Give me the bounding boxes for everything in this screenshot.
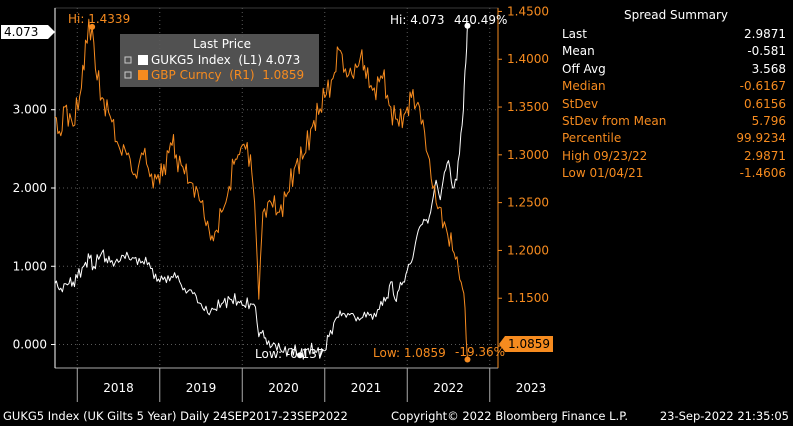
- footer-security: GUKG5 Index (UK Gilts 5 Year) Daily 24SE…: [3, 409, 348, 423]
- summary-value: -0.6167: [739, 79, 786, 94]
- summary-label: High 09/23/22: [562, 148, 648, 163]
- right-last-value-badge: 1.0859: [499, 336, 553, 352]
- right-tick-label: 1.2500: [507, 196, 549, 210]
- summary-row: High 09/23/22 2.9871: [556, 148, 790, 165]
- right-badge-value: 1.0859: [508, 337, 550, 351]
- gukg5-hi-label: Hi: 4.073: [390, 13, 445, 27]
- gukg5-high-marker: [464, 22, 471, 29]
- left-axis: 0.000 1.000 2.000 3.000: [13, 8, 56, 368]
- legend-swatch: [138, 70, 148, 80]
- left-badge-shape: [1, 25, 55, 39]
- summary-value: -0.581: [747, 44, 786, 59]
- spread-summary-title: Spread Summary: [623, 8, 729, 22]
- series-line-gukg5: [54, 25, 468, 360]
- gbp-hi-label: Hi: 1.4339: [68, 12, 130, 26]
- x-tick-label: 2019: [186, 381, 217, 395]
- summary-row: Mean -0.581: [556, 43, 790, 60]
- gukg5-low-label: Low: -0.137: [255, 347, 325, 361]
- summary-row: Off Avg 3.568: [556, 61, 790, 78]
- series-lines: [54, 18, 468, 360]
- right-tick-label: 1.3000: [507, 148, 549, 162]
- spread-summary-panel: Spread Summary Last 2.9871 Mean -0.581 Off A…: [556, 8, 790, 183]
- right-badge-shape: [499, 336, 553, 352]
- summary-label: Median: [562, 79, 606, 94]
- gukg5-low-marker: [297, 352, 304, 359]
- legend-item-label: GUKG5 Index (L1) 4.073: [151, 53, 300, 67]
- chart: 2018 2019 2020 2021 2022 2023 0.000 1.000 2.000…: [1, 4, 553, 402]
- summary-label: Mean: [562, 44, 595, 59]
- left-tick-label: 0.000: [13, 338, 47, 352]
- summary-label: StDev: [562, 96, 599, 111]
- x-tick-label: 2018: [103, 381, 134, 395]
- footer-timestamp: 23-Sep-2022 21:35:05: [659, 409, 789, 423]
- footer-copyright: Copyright© 2022 Bloomberg Finance L.P.: [391, 409, 628, 423]
- right-axis: 1.10001.15001.20001.25001.30001.35001.40…: [497, 4, 549, 368]
- legend-swatch: [138, 55, 148, 65]
- legend-title: Last Price: [193, 37, 251, 51]
- summary-row: Low 01/04/21 -1.4606: [556, 165, 790, 182]
- right-tick-label: 1.4500: [507, 4, 549, 18]
- right-tick-label: 1.1500: [507, 291, 549, 305]
- summary-label: StDev from Mean: [562, 113, 667, 128]
- gbp-change-label: -19.36%: [455, 345, 505, 359]
- summary-row: Percentile 99.9234: [556, 130, 790, 147]
- summary-label: Off Avg: [562, 61, 606, 76]
- x-tick-label: 2020: [268, 381, 299, 395]
- gbp-high-marker: [89, 23, 96, 30]
- x-tick-label: 2021: [351, 381, 382, 395]
- summary-label: Percentile: [562, 131, 622, 146]
- left-badge-value: 4.073: [4, 25, 38, 39]
- gukg5-change-label: 440.49%: [454, 13, 507, 27]
- x-tick-label: 2022: [433, 381, 464, 395]
- annotations: Hi: 1.4339 Hi: 4.073 440.49% Low: -0.137 Low…: [1, 12, 553, 363]
- left-last-value-badge: 4.073: [1, 25, 55, 39]
- spread-summary-rows: Last 2.9871 Mean -0.581 Off Avg 3.568 Median -0…: [556, 26, 790, 183]
- expand-icon: [124, 71, 132, 79]
- left-tick-label: 3.000: [13, 103, 47, 117]
- legend-item-label: GBP Curncy (R1) 1.0859: [151, 68, 304, 82]
- summary-row: StDev 0.6156: [556, 96, 790, 113]
- right-tick-label: 1.4000: [507, 52, 549, 66]
- summary-row: Median -0.6167: [556, 78, 790, 95]
- legend-box: [120, 34, 319, 87]
- summary-label: Last: [562, 27, 587, 41]
- left-tick-label: 1.000: [13, 259, 47, 273]
- summary-value: 3.568: [751, 61, 786, 76]
- right-tick-label: 1.2000: [507, 243, 549, 257]
- series-line-gbp: [54, 18, 468, 360]
- summary-row: StDev from Mean 5.796: [556, 113, 790, 130]
- gbp-low-marker: [464, 356, 471, 363]
- summary-value: 2.9871: [744, 27, 786, 41]
- summary-value: -1.4606: [739, 166, 786, 181]
- gbp-low-label: Low: 1.0859: [373, 346, 446, 360]
- x-tick-label: 2023: [516, 381, 547, 395]
- summary-value: 2.9871: [744, 148, 786, 163]
- footer: GUKG5 Index (UK Gilts 5 Year) Daily 24SE…: [0, 406, 793, 426]
- summary-label: Low 01/04/21: [562, 166, 644, 181]
- x-axis: 2018 2019 2020 2021 2022 2023: [76, 368, 547, 402]
- expand-icon: [124, 56, 132, 64]
- summary-value: 5.796: [751, 113, 786, 128]
- summary-value: 99.9234: [736, 131, 786, 146]
- summary-value: 0.6156: [744, 96, 786, 111]
- summary-row: Last 2.9871: [556, 26, 790, 43]
- left-tick-label: 2.000: [13, 181, 47, 195]
- right-tick-label: 1.3500: [507, 100, 549, 114]
